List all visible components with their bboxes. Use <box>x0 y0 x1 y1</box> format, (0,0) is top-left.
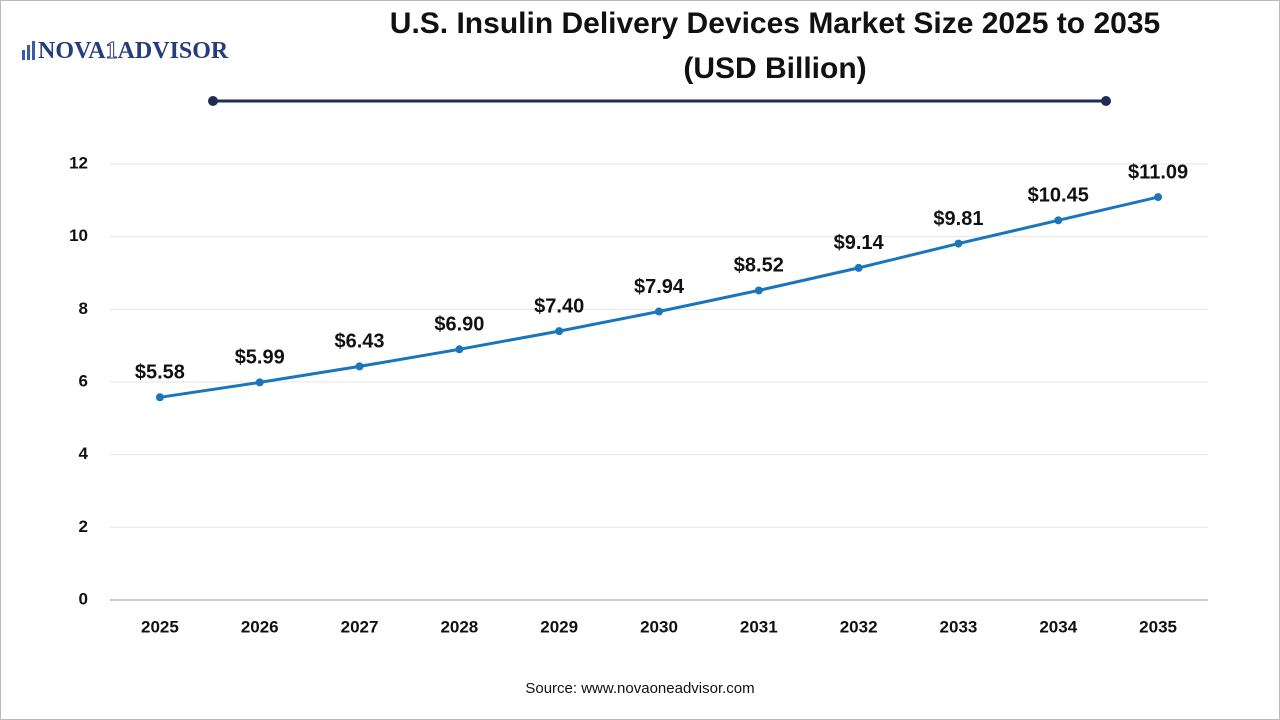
value-label: $9.14 <box>834 232 885 254</box>
logo-name: NOVA <box>38 38 106 64</box>
x-tick-label: 2026 <box>241 617 279 636</box>
value-label: $6.90 <box>434 314 484 336</box>
rule-dot <box>208 96 218 106</box>
x-tick-label: 2029 <box>540 617 578 636</box>
x-tick-label: 2030 <box>640 617 678 636</box>
logo-bar <box>27 45 30 60</box>
point <box>854 263 863 272</box>
chart-title: U.S. Insulin Delivery Devices Market Siz… <box>390 7 1160 40</box>
value-label: $7.40 <box>534 295 584 317</box>
x-tick-label: 2035 <box>1139 617 1177 636</box>
y-tick-label: 4 <box>79 444 89 463</box>
rule-dot <box>1101 96 1111 106</box>
point <box>155 393 164 402</box>
value-label: $6.43 <box>335 331 385 353</box>
y-tick-label: 12 <box>69 153 88 172</box>
value-label: $10.45 <box>1028 185 1089 207</box>
y-tick-label: 0 <box>79 589 88 608</box>
source: Source: www.novaoneadvisor.com <box>525 680 754 697</box>
point <box>655 307 663 316</box>
value-label: $7.94 <box>634 276 685 298</box>
y-tick-label: 8 <box>79 299 88 318</box>
x-tick-label: 2033 <box>940 617 978 636</box>
logo-bar <box>22 50 25 60</box>
point <box>555 327 564 336</box>
y-tick-label: 2 <box>79 517 88 536</box>
point <box>1154 193 1163 202</box>
value-label: $8.52 <box>734 255 784 277</box>
value-label: $9.81 <box>933 208 983 230</box>
y-tick-label: 6 <box>79 371 88 390</box>
x-tick-label: 2027 <box>341 617 379 636</box>
logo-suffix: ADVISOR <box>118 38 229 64</box>
point <box>355 362 364 371</box>
y-tick-label: 10 <box>69 226 88 245</box>
x-tick-label: 2032 <box>840 617 878 636</box>
value-label: $5.99 <box>235 347 285 369</box>
logo: NOVA1ADVISOR <box>22 37 229 64</box>
point <box>255 378 264 387</box>
x-tick-label: 2028 <box>440 617 478 636</box>
point <box>754 286 763 295</box>
x-tick-label: 2025 <box>141 617 179 636</box>
chart-title: (USD Billion) <box>683 52 866 85</box>
x-tick-label: 2034 <box>1039 617 1077 636</box>
value-label: $5.58 <box>135 362 185 384</box>
point <box>954 239 963 248</box>
value-label: $11.09 <box>1128 161 1188 183</box>
logo-digit: 1 <box>106 38 118 64</box>
point <box>1054 216 1063 225</box>
logo-text: NOVA1ADVISOR <box>38 38 229 64</box>
x-tick-label: 2031 <box>740 617 778 636</box>
point <box>455 345 464 354</box>
logo-bar <box>32 41 35 60</box>
